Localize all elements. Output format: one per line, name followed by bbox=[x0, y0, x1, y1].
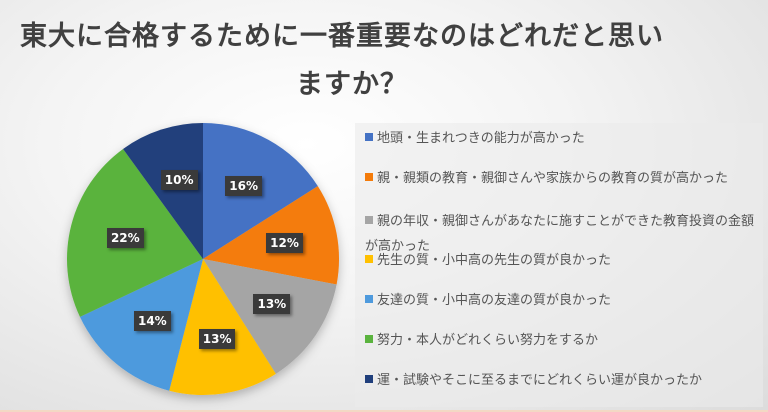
legend-item-4: 先生の質・小中高の先生の質が良かった bbox=[365, 251, 757, 271]
legend-item-5: 友達の質・小中高の友達の質が良かった bbox=[365, 291, 757, 311]
data-label-6: 22% bbox=[106, 227, 144, 248]
legend-swatch bbox=[365, 133, 373, 141]
data-label-5: 14% bbox=[133, 310, 171, 331]
legend-item-7: 運・試験やそこに至るまでにどれくらい運が良かったか bbox=[365, 371, 757, 391]
pie-slice-4 bbox=[169, 259, 276, 395]
legend-swatch bbox=[365, 375, 373, 383]
legend-item-1: 地頭・生まれつきの能力が高かった bbox=[365, 129, 757, 149]
data-label-3: 13% bbox=[253, 293, 291, 314]
legend-swatch bbox=[365, 216, 373, 224]
legend-swatch bbox=[365, 255, 373, 263]
chart-title-line-1: 東大に合格するために一番重要なのはどれだと思い bbox=[20, 21, 664, 52]
legend-swatch bbox=[365, 295, 373, 303]
data-label-7: 10% bbox=[160, 170, 198, 191]
legend-swatch bbox=[365, 335, 373, 343]
legend-item-6: 努力・本人がどれくらい努力をするか bbox=[365, 331, 757, 351]
legend-item-3: 親の年収・親御さんがあなたに施すことができた教育投資の金額が高かった bbox=[365, 214, 755, 254]
bottom-border bbox=[0, 410, 768, 412]
legend-item-2: 親・親類の教育・親御さんや家族からの教育の質が高かった bbox=[365, 169, 757, 189]
chart-title-line-2: ますか？ bbox=[296, 69, 408, 100]
pie-slice-7 bbox=[123, 123, 203, 259]
pie-slice-3 bbox=[203, 259, 337, 374]
data-label-1: 16% bbox=[225, 176, 263, 197]
chart-legend: 地頭・生まれつきの能力が高かった 親・親類の教育・親御さんや家族からの教育の質が… bbox=[355, 123, 763, 407]
data-label-2: 12% bbox=[266, 232, 303, 253]
legend-swatch bbox=[365, 173, 373, 181]
data-label-4: 13% bbox=[198, 328, 236, 349]
